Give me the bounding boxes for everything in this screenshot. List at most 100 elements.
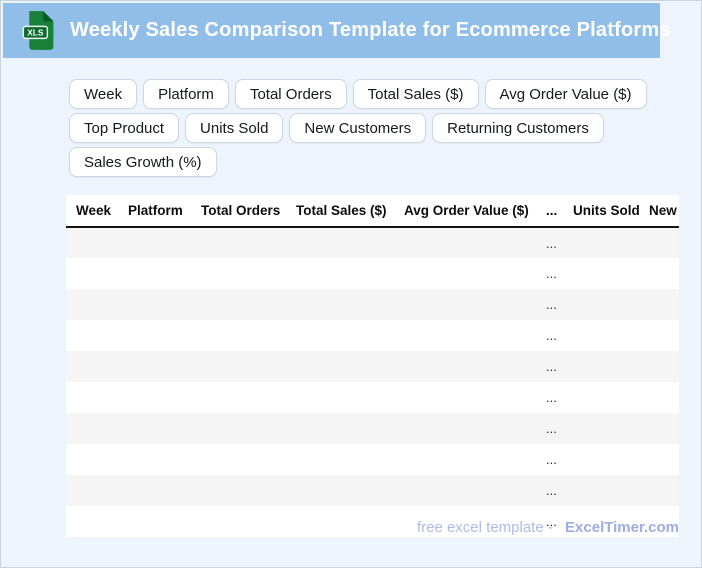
chip-avg-order-value[interactable]: Avg Order Value ($) [484,79,647,109]
cell-ellipsis: ... [546,514,557,529]
cell [404,444,546,475]
cell [573,413,649,444]
cell [66,227,128,258]
cell [649,227,679,258]
chip-platform[interactable]: Platform [143,79,229,109]
table-row: ... [66,289,679,320]
cell [66,382,128,413]
col-header-new-customers: New Customers [649,195,679,228]
cell [201,506,296,537]
col-header-ellipsis: ... [546,195,573,228]
chip-new-customers[interactable]: New Customers [289,113,427,143]
cell [296,351,404,382]
cell [649,289,679,320]
cell [296,227,404,258]
cell [201,258,296,289]
field-chip-list: Week Platform Total Orders Total Sales (… [69,79,697,177]
cell-ellipsis: ... [546,359,557,374]
col-header-total-orders: Total Orders [201,195,296,228]
table-header-row: Week Platform Total Orders Total Sales (… [66,195,679,228]
cell [573,320,649,351]
cell [201,475,296,506]
footer: free excel template - ExcelTimer.com [417,519,679,536]
cell [128,351,201,382]
col-header-total-sales: Total Sales ($) [296,195,404,228]
cell [573,289,649,320]
cell [404,227,546,258]
col-header-platform: Platform [128,195,201,228]
chip-total-orders[interactable]: Total Orders [234,79,347,109]
cell [201,351,296,382]
footer-brand-link[interactable]: ExcelTimer.com [565,519,679,536]
cell [649,475,679,506]
chip-total-sales[interactable]: Total Sales ($) [352,79,479,109]
cell-ellipsis: ... [546,421,557,436]
table-row: ... [66,227,679,258]
cell [649,351,679,382]
cell-ellipsis: ... [546,452,557,467]
chip-units-sold[interactable]: Units Sold [185,113,284,143]
table-row: ... [66,320,679,351]
col-header-week: Week [66,195,128,228]
col-header-units-sold: Units Sold [573,195,649,228]
footer-text: free excel template - [416,519,553,536]
cell [296,382,404,413]
cell [66,351,128,382]
page-title: Weekly Sales Comparison Template for Eco… [70,19,671,41]
cell [66,475,128,506]
cell [66,413,128,444]
cell [201,382,296,413]
cell [404,413,546,444]
cell [404,382,546,413]
cell [201,320,296,351]
cell-ellipsis: ... [546,235,557,251]
cell [66,289,128,320]
table-row: ... [66,444,679,475]
cell [404,289,546,320]
cell [573,475,649,506]
cell-ellipsis: ... [546,483,557,498]
cell [128,475,201,506]
cell [128,506,201,537]
cell [649,382,679,413]
cell [573,444,649,475]
cell [649,258,679,289]
chip-returning-customers[interactable]: Returning Customers [432,113,604,143]
cell [128,289,201,320]
cell [128,258,201,289]
table-row: ... [66,475,679,506]
cell [128,413,201,444]
xls-file-icon: XLS [22,11,54,50]
cell [201,413,296,444]
table-row: ... [66,506,679,537]
cell [296,289,404,320]
cell [296,258,404,289]
cell [201,289,296,320]
cell [66,320,128,351]
cell [201,227,296,258]
cell [128,320,201,351]
cell [649,444,679,475]
cell [573,227,649,258]
cell-ellipsis: ... [546,297,557,312]
cell [66,506,128,537]
chip-week[interactable]: Week [69,79,138,109]
cell [404,320,546,351]
cell [128,444,201,475]
table-row: ... [66,413,679,444]
cell [128,227,201,258]
cell-ellipsis: ... [546,390,557,405]
cell [296,320,404,351]
cell [66,444,128,475]
chip-sales-growth[interactable]: Sales Growth (%) [69,147,217,177]
svg-text:XLS: XLS [27,28,44,38]
cell-ellipsis: ... [546,328,557,343]
cell [573,382,649,413]
cell [296,444,404,475]
cell [404,351,546,382]
chip-top-product[interactable]: Top Product [69,113,180,143]
cell [296,413,404,444]
cell [573,351,649,382]
cell-ellipsis: ... [546,266,557,281]
